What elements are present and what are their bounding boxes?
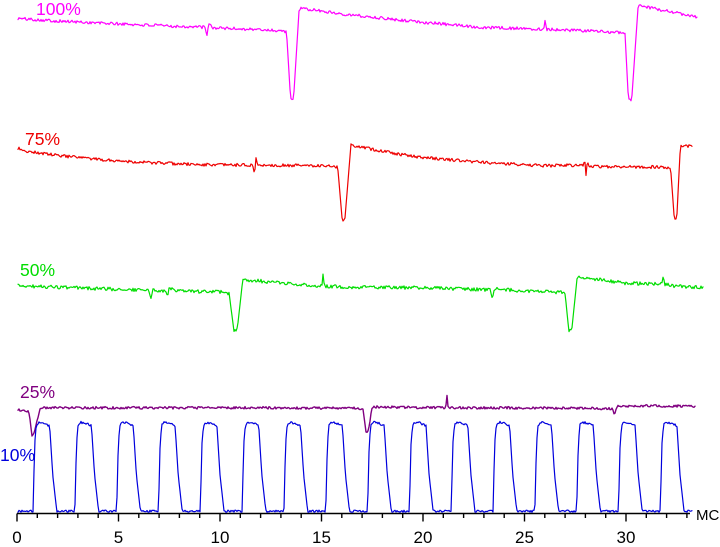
trace-s10 — [17, 420, 693, 513]
series-label-s100: 100% — [36, 0, 81, 19]
trace-s75 — [17, 143, 693, 222]
series-label-s75: 75% — [25, 129, 60, 149]
x-tick-label-30: 30 — [617, 528, 636, 547]
x-tick-label-25: 25 — [515, 528, 534, 547]
series-label-s10: 10% — [0, 445, 35, 465]
trace-s25 — [17, 394, 696, 437]
x-axis-unit-label: MC — [696, 507, 719, 524]
trace-s50 — [17, 273, 704, 333]
trace-s100 — [17, 4, 698, 102]
x-tick-label-20: 20 — [414, 528, 433, 547]
series-label-s50: 50% — [20, 260, 55, 280]
x-tick-label-15: 15 — [312, 528, 331, 547]
x-tick-label-10: 10 — [211, 528, 230, 547]
x-tick-label-5: 5 — [114, 528, 123, 547]
x-tick-label-0: 0 — [12, 528, 21, 547]
series-label-s25: 25% — [20, 382, 55, 402]
